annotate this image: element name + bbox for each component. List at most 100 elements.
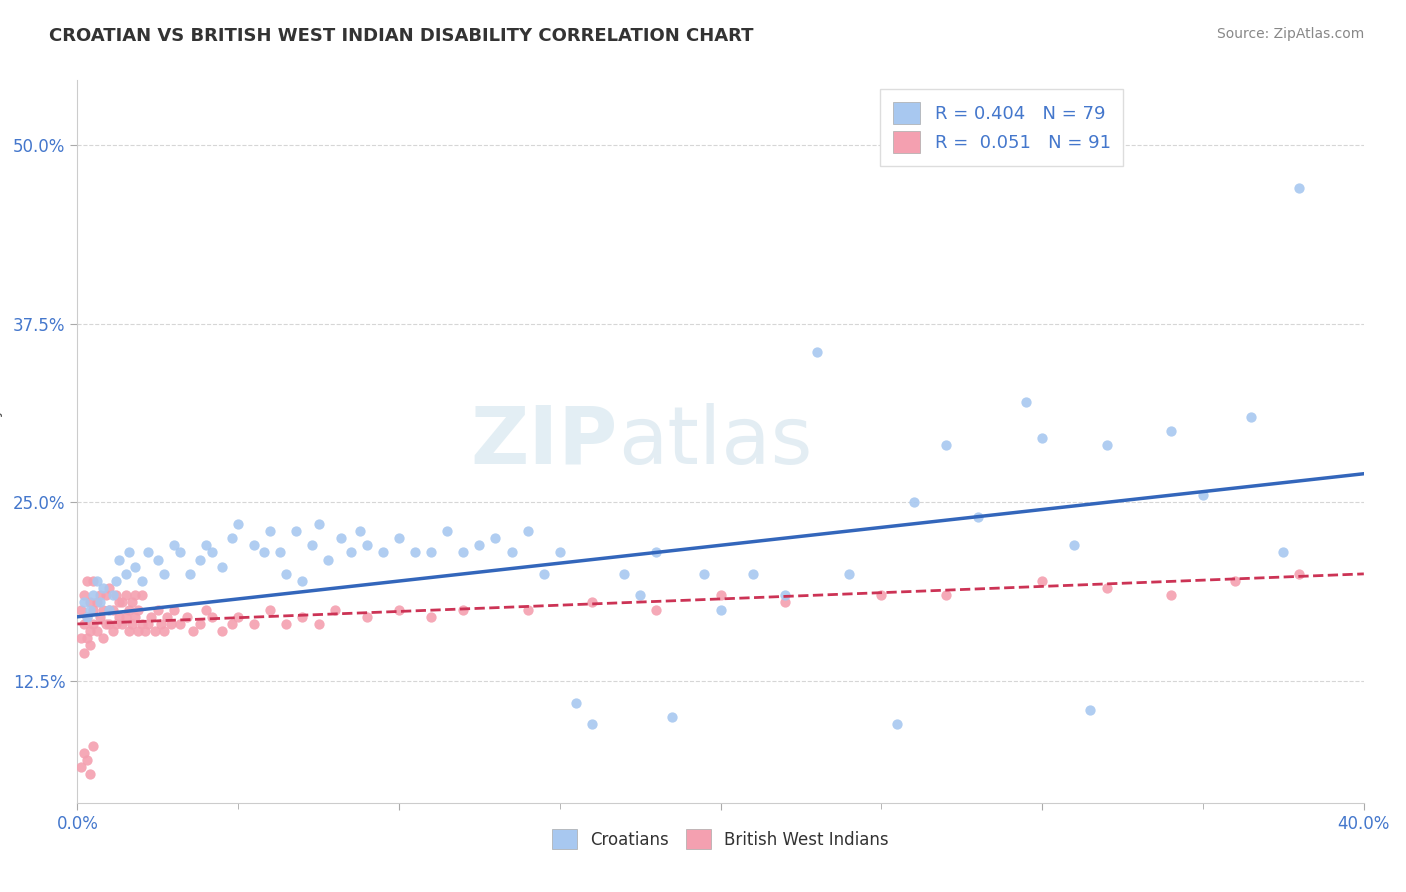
Point [69,760,91,774]
Point [468,538,491,552]
Point [91,602,114,616]
Point [886,717,908,731]
Point [114,609,136,624]
Point [501,545,523,559]
Point [285,524,308,538]
Point [101,602,124,616]
Point [91,581,114,595]
Point [1288,566,1310,581]
Point [1063,538,1085,552]
Point [388,531,411,545]
Point [1192,488,1215,502]
Point [773,595,796,609]
Point [121,595,143,609]
Text: Source: ZipAtlas.com: Source: ZipAtlas.com [1216,27,1364,41]
Point [1015,395,1038,409]
Point [163,538,186,552]
Point [153,566,176,581]
Point [301,538,323,552]
Point [69,632,91,646]
Point [114,588,136,602]
Point [308,617,330,632]
Point [1031,574,1053,588]
Point [169,545,191,559]
Point [118,602,141,616]
Point [89,609,111,624]
Point [136,545,159,559]
Point [581,717,603,731]
Point [73,746,96,760]
Point [1223,574,1246,588]
Point [838,566,860,581]
Point [76,609,98,624]
Point [76,609,98,624]
Point [181,624,204,639]
Point [565,696,588,710]
Point [108,595,131,609]
Point [259,524,281,538]
Point [146,602,169,616]
Point [1031,431,1053,445]
Point [141,609,163,624]
Point [371,545,394,559]
Point [86,624,108,639]
Point [82,574,104,588]
Point [221,531,243,545]
Point [118,624,141,639]
Point [693,566,716,581]
Point [1095,581,1118,595]
Point [76,632,98,646]
Point [98,581,121,595]
Point [1272,545,1295,559]
Point [436,524,458,538]
Legend: Croatians, British West Indians: Croatians, British West Indians [546,822,896,856]
Point [645,545,668,559]
Point [226,609,249,624]
Point [124,588,146,602]
Point [82,588,104,602]
Y-axis label: Disability: Disability [0,406,1,477]
Point [159,617,181,632]
Point [111,595,134,609]
Point [308,516,330,531]
Point [76,753,98,767]
Point [98,602,121,616]
Point [291,574,314,588]
Point [1160,588,1182,602]
Point [211,624,233,639]
Point [243,617,266,632]
Point [82,602,104,616]
Point [188,552,211,566]
Point [548,545,571,559]
Point [903,495,925,509]
Point [149,617,172,632]
Point [104,588,127,602]
Point [73,617,96,632]
Point [276,617,298,632]
Point [82,739,104,753]
Point [420,545,443,559]
Point [935,588,957,602]
Point [79,595,101,609]
Point [259,602,281,616]
Point [356,538,378,552]
Point [516,602,538,616]
Point [108,609,131,624]
Point [484,531,506,545]
Point [349,524,371,538]
Point [276,566,298,581]
Point [533,566,555,581]
Point [79,767,101,781]
Point [98,602,121,616]
Point [316,552,339,566]
Point [453,602,475,616]
Point [96,588,118,602]
Point [79,639,101,653]
Point [89,595,111,609]
Point [453,545,475,559]
Point [179,566,201,581]
Point [121,617,143,632]
Point [101,588,124,602]
Point [645,602,668,616]
Point [111,617,134,632]
